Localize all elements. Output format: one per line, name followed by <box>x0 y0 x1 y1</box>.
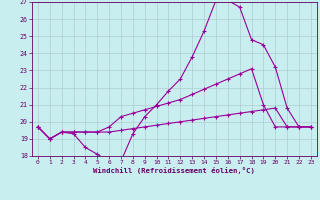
X-axis label: Windchill (Refroidissement éolien,°C): Windchill (Refroidissement éolien,°C) <box>93 167 255 174</box>
